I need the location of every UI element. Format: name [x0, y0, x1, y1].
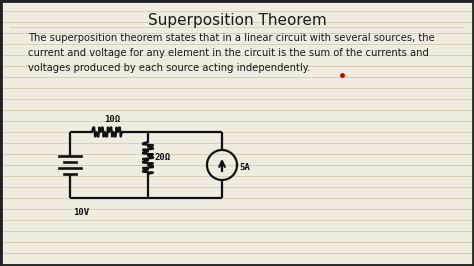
Text: Superposition Theorem: Superposition Theorem	[147, 13, 327, 28]
Text: 10V: 10V	[73, 208, 89, 217]
Text: 20Ω: 20Ω	[155, 153, 171, 163]
Text: The superposition theorem states that in a linear circuit with several sources, : The superposition theorem states that in…	[28, 33, 435, 73]
Text: 5A: 5A	[239, 164, 250, 172]
Text: 10Ω: 10Ω	[104, 115, 120, 124]
